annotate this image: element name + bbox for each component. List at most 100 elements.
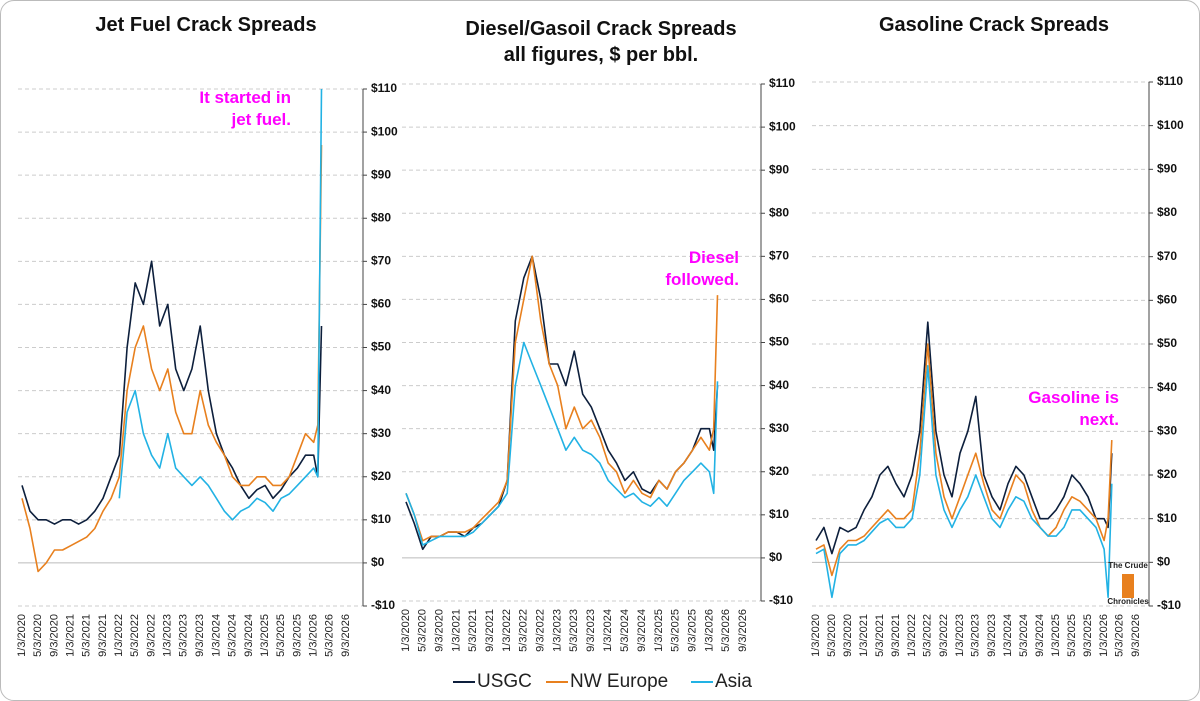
x-tick-label: 1/3/2026 bbox=[308, 614, 320, 657]
series-line bbox=[405, 341, 719, 546]
y-tick-label: $90 bbox=[371, 167, 391, 181]
watermark: Chronicles bbox=[1107, 597, 1149, 606]
x-tick-label: 1/3/2024 bbox=[602, 609, 614, 652]
x-tick-label: 9/3/2026 bbox=[340, 614, 352, 657]
series-line bbox=[118, 88, 323, 521]
y-tick-label: $90 bbox=[769, 162, 789, 176]
legend-label: Asia bbox=[715, 671, 752, 692]
x-tick-label: 9/3/2022 bbox=[938, 614, 950, 657]
y-tick-label: $80 bbox=[769, 205, 789, 219]
y-tick-label: $100 bbox=[1157, 118, 1184, 132]
chart-title: Jet Fuel Crack Spreads bbox=[95, 14, 316, 36]
legend-label: USGC bbox=[477, 671, 532, 692]
y-tick-label: $100 bbox=[371, 124, 398, 138]
x-tick-label: 9/3/2026 bbox=[737, 609, 749, 652]
y-tick-label: $110 bbox=[769, 76, 795, 90]
y-tick-label: $50 bbox=[769, 335, 789, 349]
x-tick-label: 5/3/2021 bbox=[81, 614, 93, 657]
x-tick-label: 9/3/2022 bbox=[146, 614, 158, 657]
y-tick-label: $90 bbox=[1157, 162, 1177, 176]
y-tick-label: $110 bbox=[1157, 74, 1183, 88]
x-tick-label: 5/3/2026 bbox=[720, 609, 732, 652]
y-tick-label: $0 bbox=[371, 555, 385, 569]
x-tick-label: 1/3/2026 bbox=[1098, 614, 1110, 657]
x-tick-label: 5/3/2020 bbox=[32, 614, 44, 657]
x-tick-label: 1/3/2022 bbox=[501, 609, 513, 652]
x-tick-label: 5/3/2021 bbox=[467, 609, 479, 652]
y-tick-label: $40 bbox=[1157, 380, 1177, 394]
x-tick-label: 9/3/2025 bbox=[686, 609, 698, 652]
y-tick-label: -$10 bbox=[769, 593, 793, 607]
annotation: It started in bbox=[199, 88, 291, 107]
x-tick-label: 1/3/2021 bbox=[858, 614, 870, 657]
series-line bbox=[815, 365, 1113, 599]
x-tick-label: 5/3/2026 bbox=[324, 614, 336, 657]
series-line bbox=[405, 255, 719, 542]
x-tick-label: 5/3/2023 bbox=[970, 614, 982, 657]
x-tick-label: 1/3/2022 bbox=[113, 614, 125, 657]
y-tick-label: $20 bbox=[371, 469, 391, 483]
x-tick-label: 5/3/2024 bbox=[619, 609, 631, 652]
x-tick-label: 5/3/2023 bbox=[178, 614, 190, 657]
x-tick-label: 9/3/2022 bbox=[535, 609, 547, 652]
x-tick-label: 1/3/2022 bbox=[906, 614, 918, 657]
x-tick-label: 9/3/2021 bbox=[97, 614, 109, 657]
legend-label: NW Europe bbox=[570, 671, 668, 692]
x-tick-label: 9/3/2023 bbox=[986, 614, 998, 657]
y-tick-label: $60 bbox=[371, 297, 391, 311]
x-tick-label: 9/3/2021 bbox=[890, 614, 902, 657]
y-tick-label: $40 bbox=[769, 378, 789, 392]
x-tick-label: 5/3/2020 bbox=[417, 609, 429, 652]
y-tick-label: $80 bbox=[1157, 205, 1177, 219]
annotation: next. bbox=[1079, 410, 1119, 429]
x-tick-label: 5/3/2022 bbox=[922, 614, 934, 657]
y-tick-label: $70 bbox=[1157, 249, 1177, 263]
y-tick-label: $50 bbox=[1157, 336, 1177, 350]
y-tick-label: $10 bbox=[1157, 511, 1177, 525]
x-tick-label: 5/3/2025 bbox=[669, 609, 681, 652]
series-line bbox=[21, 144, 323, 573]
x-tick-label: 9/3/2024 bbox=[1034, 614, 1046, 657]
x-tick-label: 1/3/2026 bbox=[703, 609, 715, 652]
x-tick-label: 1/3/2020 bbox=[810, 614, 822, 657]
y-tick-label: $40 bbox=[371, 383, 391, 397]
x-tick-label: 1/3/2020 bbox=[16, 614, 28, 657]
y-tick-label: $30 bbox=[1157, 424, 1177, 438]
x-tick-label: 9/3/2023 bbox=[194, 614, 206, 657]
series-line bbox=[815, 321, 1113, 555]
series-line bbox=[815, 343, 1113, 577]
x-tick-label: 9/3/2026 bbox=[1130, 614, 1142, 657]
x-tick-label: 1/3/2025 bbox=[259, 614, 271, 657]
watermark: The Crude bbox=[1108, 561, 1148, 570]
x-tick-label: 1/3/2021 bbox=[65, 614, 77, 657]
x-tick-label: 9/3/2020 bbox=[842, 614, 854, 657]
y-tick-label: $60 bbox=[1157, 293, 1177, 307]
x-tick-label: 1/3/2023 bbox=[954, 614, 966, 657]
y-tick-label: $70 bbox=[371, 254, 391, 268]
x-tick-label: 9/3/2021 bbox=[484, 609, 496, 652]
series-line bbox=[21, 260, 323, 525]
y-tick-label: -$10 bbox=[371, 598, 395, 612]
y-tick-label: $10 bbox=[371, 512, 391, 526]
x-tick-label: 9/3/2025 bbox=[291, 614, 303, 657]
x-tick-label: 9/3/2024 bbox=[636, 609, 648, 652]
x-tick-label: 5/3/2026 bbox=[1114, 614, 1126, 657]
chart-title: Gasoline Crack Spreads bbox=[879, 14, 1109, 36]
y-tick-label: $70 bbox=[769, 249, 789, 263]
x-tick-label: 1/3/2021 bbox=[451, 609, 463, 652]
x-tick-label: 9/3/2020 bbox=[48, 614, 60, 657]
x-tick-label: 5/3/2024 bbox=[226, 614, 238, 657]
y-tick-label: $100 bbox=[769, 119, 796, 133]
x-tick-label: 1/3/2024 bbox=[1002, 614, 1014, 657]
x-tick-label: 5/3/2025 bbox=[275, 614, 287, 657]
chart-title: Diesel/Gasoil Crack Spreads bbox=[465, 18, 736, 40]
x-tick-label: 9/3/2023 bbox=[585, 609, 597, 652]
x-tick-label: 5/3/2022 bbox=[129, 614, 141, 657]
x-tick-label: 9/3/2024 bbox=[243, 614, 255, 657]
y-tick-label: $10 bbox=[769, 507, 789, 521]
y-tick-label: $50 bbox=[371, 340, 391, 354]
x-tick-label: 5/3/2024 bbox=[1018, 614, 1030, 657]
y-tick-label: $30 bbox=[769, 421, 789, 435]
x-tick-label: 1/3/2023 bbox=[552, 609, 564, 652]
